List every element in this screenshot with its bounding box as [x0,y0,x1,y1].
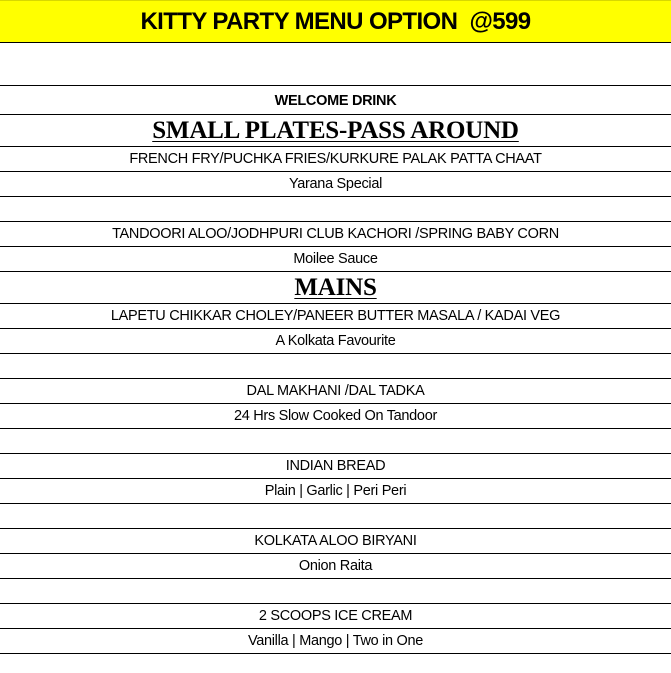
menu-row-text: TANDOORI ALOO/JODHPURI CLUB KACHORI /SPR… [112,226,559,242]
menu-row: Vanilla | Mango | Two in One [0,629,671,654]
menu-row: 2 SCOOPS ICE CREAM [0,604,671,629]
menu-row-text: KOLKATA ALOO BIRYANI [254,533,417,549]
menu-row: LAPETU CHIKKAR CHOLEY/PANEER BUTTER MASA… [0,304,671,329]
menu-row: DAL MAKHANI /DAL TADKA [0,379,671,404]
menu-row-text: Plain | Garlic | Peri Peri [264,483,407,499]
blank-row [0,354,671,379]
blank-row [0,504,671,529]
menu-table: WELCOME DRINK SMALL PLATES-PASS AROUND FRE… [0,86,671,654]
section-heading-text: MAINS [294,273,377,301]
menu-row-text: DAL MAKHANI /DAL TADKA [246,383,425,399]
menu-title-bar: KITTY PARTY MENU OPTION @599 [0,0,671,43]
menu-row-text: A Kolkata Favourite [275,333,396,349]
menu-title: KITTY PARTY MENU OPTION @599 [140,7,531,35]
blank-row [0,579,671,604]
menu-row-text: Vanilla | Mango | Two in One [247,633,424,649]
menu-row-text: INDIAN BREAD [285,458,386,474]
menu-row-text: Onion Raita [298,558,373,574]
menu-row-text: LAPETU CHIKKAR CHOLEY/PANEER BUTTER MASA… [110,308,561,324]
menu-row: Plain | Garlic | Peri Peri [0,479,671,504]
menu-row: Moilee Sauce [0,247,671,272]
menu-row: KOLKATA ALOO BIRYANI [0,529,671,554]
menu-row-text: 24 Hrs Slow Cooked On Tandoor [233,408,437,424]
menu-row-text: FRENCH FRY/PUCHKA FRIES/KURKURE PALAK PA… [129,151,542,167]
menu-row: A Kolkata Favourite [0,329,671,354]
spacer-row [0,43,671,86]
menu-row: Yarana Special [0,172,671,197]
menu-row-text: Yarana Special [288,176,383,192]
menu-row-text: 2 SCOOPS ICE CREAM [258,608,413,624]
menu-row: WELCOME DRINK [0,86,671,115]
menu-row: 24 Hrs Slow Cooked On Tandoor [0,404,671,429]
blank-row [0,429,671,454]
menu-row-text: WELCOME DRINK [274,93,397,109]
menu-row-text: Moilee Sauce [293,251,378,267]
menu-row: FRENCH FRY/PUCHKA FRIES/KURKURE PALAK PA… [0,147,671,172]
menu-row: INDIAN BREAD [0,454,671,479]
section-heading-text: SMALL PLATES-PASS AROUND [152,116,519,144]
section-heading: SMALL PLATES-PASS AROUND [0,115,671,147]
section-heading: MAINS [0,272,671,304]
menu-row: TANDOORI ALOO/JODHPURI CLUB KACHORI /SPR… [0,222,671,247]
menu-row: Onion Raita [0,554,671,579]
blank-row [0,197,671,222]
